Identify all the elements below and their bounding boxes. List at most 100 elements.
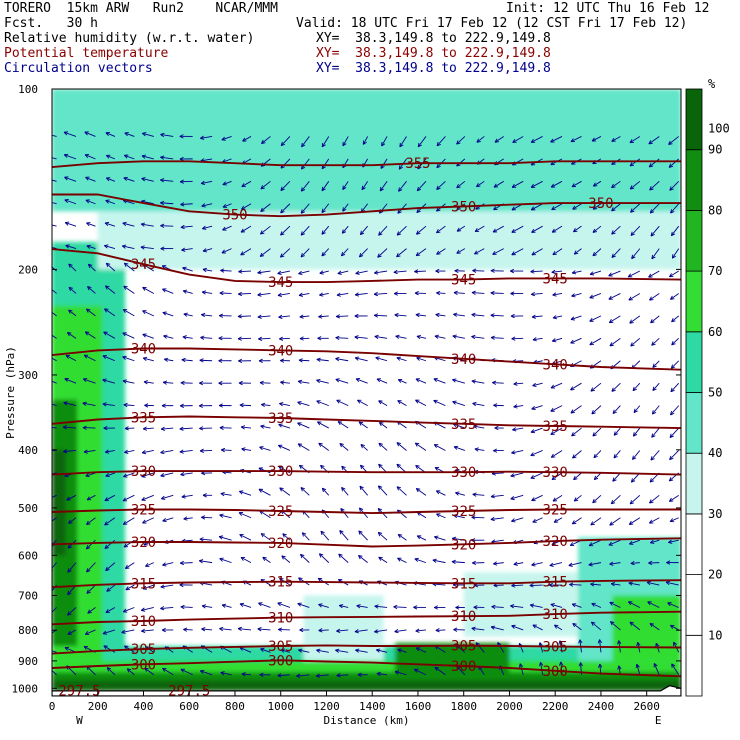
circulation-vector <box>297 422 310 429</box>
circulation-vector <box>415 628 427 633</box>
circulation-vector <box>358 248 368 258</box>
circulation-vector <box>219 557 232 564</box>
circulation-vector <box>629 158 641 167</box>
circulation-vector <box>473 605 485 610</box>
circulation-vector <box>85 176 96 182</box>
circulation-vector <box>102 629 116 635</box>
field-label-theta: Potential temperature <box>4 46 169 61</box>
circulation-vector <box>123 402 135 408</box>
init-time: Init: 12 UTC Thu 16 Feb 12 <box>506 1 710 16</box>
theta-contour-label: 335 <box>451 417 476 433</box>
circulation-vector <box>378 556 388 564</box>
circulation-vector <box>201 203 213 208</box>
circulation-vector <box>432 558 446 564</box>
circulation-vector <box>589 270 602 276</box>
circulation-vector <box>476 180 485 188</box>
circulation-vector <box>531 405 543 411</box>
circulation-vector <box>84 331 96 339</box>
y-tick-label: 900 <box>18 655 38 668</box>
circulation-vector <box>362 136 369 145</box>
circulation-vector <box>62 425 77 430</box>
circulation-vector <box>650 225 660 237</box>
circulation-vector <box>511 336 524 341</box>
field-label-rh: Relative humidity (w.r.t. water) <box>4 31 255 46</box>
circulation-vector <box>257 292 271 297</box>
rh-band <box>52 680 681 691</box>
circulation-vector <box>592 225 602 233</box>
circulation-vector <box>298 648 310 653</box>
circulation-vector <box>472 268 485 273</box>
rh-field <box>52 89 681 696</box>
circulation-vector <box>530 472 543 479</box>
circulation-vector <box>140 245 154 250</box>
colorbar-swatch <box>685 392 703 454</box>
circulation-vector <box>199 669 213 676</box>
circulation-vector <box>297 379 310 384</box>
theta-contour-label: 345 <box>268 275 293 291</box>
circulation-vector <box>493 448 504 453</box>
y-tick-label: 500 <box>18 502 38 515</box>
circulation-vector <box>239 534 252 541</box>
circulation-vector <box>550 136 563 143</box>
circulation-vector <box>241 203 252 210</box>
circulation-vector <box>355 378 368 384</box>
circulation-vector <box>552 292 563 297</box>
theta-contour-label: 340 <box>543 357 568 373</box>
circulation-vector <box>573 494 582 502</box>
circulation-vector <box>141 177 154 182</box>
circulation-vector <box>86 584 96 594</box>
circulation-vector <box>106 667 116 676</box>
x-axis-label: Distance (km) <box>323 714 409 727</box>
circulation-vector <box>472 401 485 407</box>
circulation-vector <box>670 382 680 393</box>
circulation-vector <box>335 378 349 384</box>
circulation-vector <box>319 292 329 297</box>
theta-contour-label: 355 <box>405 156 430 172</box>
field-xy-theta: XY= 38.3,149.8 to 222.9,149.8 <box>316 46 551 61</box>
circulation-vector <box>299 336 310 341</box>
circulation-vector <box>221 136 232 141</box>
x-tick-label: 2200 <box>542 700 569 713</box>
circulation-vector <box>530 269 543 274</box>
circulation-vector <box>335 314 349 319</box>
circulation-vector <box>201 312 213 318</box>
circulation-vector <box>52 134 57 137</box>
theta-contour-label: 310 <box>543 607 568 623</box>
circulation-vector <box>511 248 524 256</box>
circulation-vector <box>473 424 485 429</box>
circulation-vector <box>433 444 446 451</box>
circulation-vector <box>82 425 96 430</box>
circulation-vector <box>433 605 446 610</box>
circulation-vector <box>453 312 465 317</box>
circulation-vector <box>199 448 213 453</box>
circulation-vector <box>258 336 271 341</box>
circulation-vector <box>611 225 621 235</box>
colorbar-label: 50 <box>708 386 722 400</box>
circulation-vector <box>142 132 154 137</box>
circulation-vector <box>321 136 330 148</box>
circulation-vector <box>617 665 622 675</box>
circulation-vector <box>67 562 77 573</box>
circulation-vector <box>434 334 446 339</box>
circulation-vector <box>198 559 213 564</box>
circulation-vector <box>539 661 544 675</box>
theta-contour-label: 345 <box>131 257 156 273</box>
circulation-vector <box>374 629 388 634</box>
circulation-vector <box>436 180 446 190</box>
theta-contour-label: 340 <box>451 352 476 368</box>
circulation-vector <box>240 225 252 233</box>
circulation-vector <box>398 181 407 192</box>
circulation-vector <box>124 562 135 569</box>
circulation-vector <box>68 309 77 317</box>
circulation-vector <box>141 494 154 501</box>
circulation-vector <box>378 225 388 236</box>
circulation-vector <box>257 270 271 275</box>
circulation-vector <box>122 494 135 502</box>
circulation-vector <box>277 673 290 678</box>
circulation-vector <box>202 248 213 253</box>
circulation-vector <box>651 405 660 415</box>
circulation-vector <box>394 313 407 318</box>
circulation-vector <box>160 155 174 160</box>
circulation-vector <box>572 622 582 631</box>
circulation-vector <box>611 248 621 258</box>
